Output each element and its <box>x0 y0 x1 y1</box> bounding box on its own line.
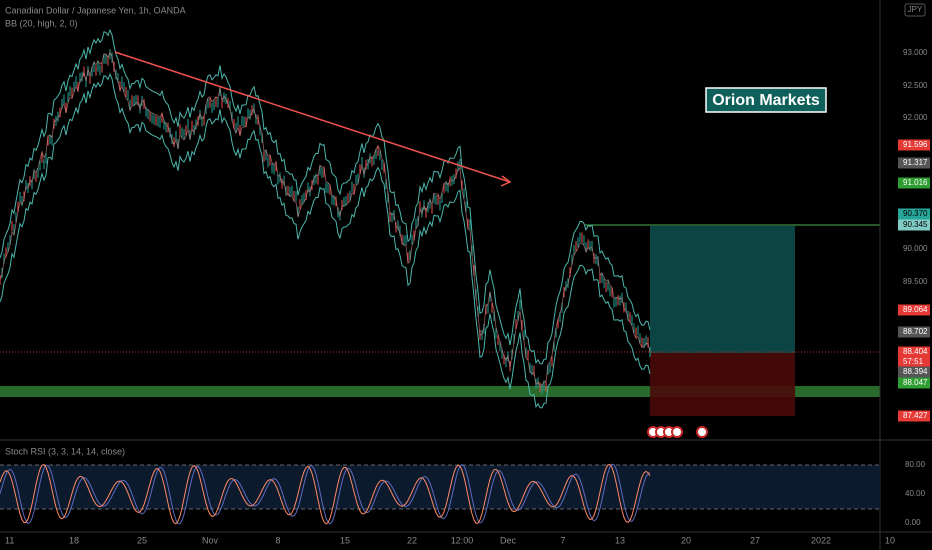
time-label: 18 <box>69 535 79 545</box>
currency[interactable]: JPY <box>908 5 923 14</box>
time-label: 25 <box>137 535 147 545</box>
support-zone <box>0 386 880 397</box>
price-label: 88.702 <box>903 327 928 336</box>
bb-lower <box>0 72 651 409</box>
price-label: 90.370 <box>903 209 928 218</box>
stoch-axis-label: 80.00 <box>905 460 926 469</box>
trend-arrow <box>500 175 512 187</box>
time-label: 27 <box>750 535 760 545</box>
price-label: 90.345 <box>903 220 928 229</box>
time-label: 8 <box>275 535 280 545</box>
time-label: Dec <box>500 535 517 545</box>
watermark-box <box>705 87 827 113</box>
price-label: 89.064 <box>903 305 928 314</box>
time-label: 15 <box>340 535 350 545</box>
price-label: 91.016 <box>903 178 928 187</box>
axis-labels: 93.000 92.500 92.000 91.596 91.317 91.016 90.3… <box>5 48 930 545</box>
price-label-bg <box>898 356 930 368</box>
price-label: 92.500 <box>903 81 928 90</box>
time-label: 12:00 <box>451 535 474 545</box>
price-label: 88.404 <box>903 347 928 356</box>
time-label: 2022 <box>811 535 831 545</box>
price-plot <box>0 28 651 409</box>
time-label: 10 <box>885 535 895 545</box>
stoch-plot <box>0 463 651 525</box>
symbol-title: Canadian Dollar / Japanese Yen, 1h, OAND… <box>5 5 186 15</box>
price-label-bg <box>898 377 930 389</box>
bb-upper <box>0 28 651 365</box>
time-label: 11 <box>5 535 14 545</box>
price-label: 93.000 <box>903 48 928 57</box>
price-label-bg <box>898 157 930 169</box>
price-label: 90.000 <box>903 244 928 253</box>
stoch-axis-label: 40.00 <box>905 489 926 498</box>
stoch-line <box>0 464 651 525</box>
price-label-bg <box>898 326 930 338</box>
price-label-bg <box>898 304 930 316</box>
event-icons <box>647 426 708 438</box>
time-label: 7 <box>560 535 565 545</box>
bb-basis <box>0 51 651 387</box>
stoch-title: Stoch RSI (3, 3, 14, 14, close) <box>5 446 125 456</box>
price-label-bg <box>898 177 930 189</box>
indicator-title: BB (20, high, 2, 0) <box>5 18 78 28</box>
currency-box[interactable] <box>904 3 926 17</box>
time-label: 22 <box>407 535 417 545</box>
price-label-bg <box>898 219 930 231</box>
price-label: 89.500 <box>903 277 928 286</box>
target-zone <box>650 226 795 353</box>
time-label: 13 <box>615 535 625 545</box>
price-label: 88.394 <box>903 367 928 376</box>
price-label: 92.000 <box>903 113 928 122</box>
price-label-bg <box>898 139 930 151</box>
stoch-axis-label: 0.00 <box>905 518 921 527</box>
price-label-bg <box>898 208 930 220</box>
price-label: 87.427 <box>903 411 928 420</box>
time-label: 20 <box>681 535 691 545</box>
price-label-bg <box>898 366 930 378</box>
price-label-bg <box>898 410 930 422</box>
stoch-band <box>0 465 880 509</box>
stop-zone <box>650 353 795 416</box>
trend-line <box>114 51 511 183</box>
watermark: Orion Markets <box>712 92 820 109</box>
price-label: 91.317 <box>903 158 928 167</box>
time-label: Nov <box>202 535 219 545</box>
price-label: 88.047 <box>903 378 928 387</box>
price-label: 91.596 <box>903 140 928 149</box>
price-label: 57:51 <box>903 357 924 366</box>
price-label-bg <box>898 346 930 358</box>
stoch-line <box>0 463 651 525</box>
